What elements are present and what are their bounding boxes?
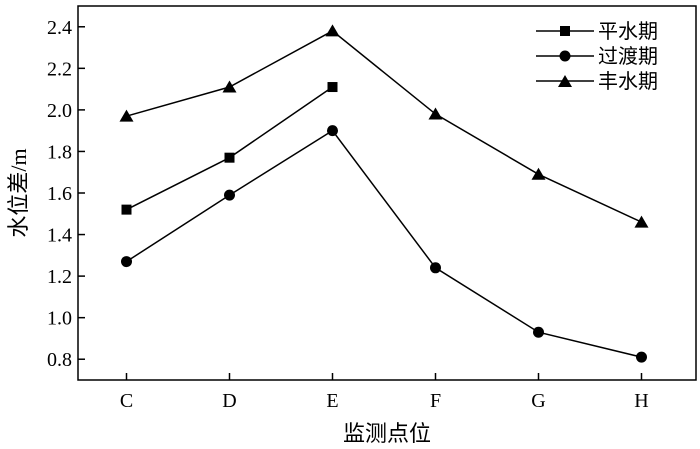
legend-marker-circle (559, 50, 571, 62)
legend: 平水期 过渡期 丰水期 (536, 20, 658, 93)
data-point-circle (327, 125, 338, 137)
x-axis-title: 监测点位 (343, 421, 431, 446)
data-point-square (121, 204, 132, 215)
data-point-circle (636, 351, 647, 363)
series-1 (121, 82, 338, 215)
data-point-circle (121, 256, 132, 268)
x-tick-label: E (326, 390, 338, 412)
data-point-square (327, 82, 338, 93)
y-axis: 0.8 1.0 1.2 1.4 1.6 1.8 2.0 2.2 2.4 (47, 17, 85, 371)
x-tick-label: G (531, 390, 545, 412)
data-point-triangle (531, 167, 546, 180)
series-3 (119, 24, 649, 228)
y-axis-title: 水位差/m (6, 148, 31, 237)
y-tick-label: 2.2 (47, 58, 72, 80)
series-line (126, 30, 642, 223)
x-tick-label: H (634, 390, 648, 412)
y-tick-label: 1.4 (47, 225, 72, 247)
data-point-circle (430, 262, 441, 274)
legend-marker-triangle (558, 75, 572, 87)
data-point-circle (224, 189, 235, 201)
series-layer (119, 24, 649, 363)
data-point-triangle (634, 215, 649, 228)
y-tick-label: 1.2 (47, 266, 72, 288)
series-line (126, 129, 642, 358)
y-tick-label: 0.8 (47, 349, 72, 371)
y-tick-label: 2.0 (47, 100, 72, 122)
x-axis: C D E F G H (120, 373, 649, 412)
y-tick-label: 1.8 (47, 141, 72, 163)
data-point-circle (533, 326, 544, 338)
data-point-triangle (119, 109, 134, 122)
y-tick-label: 1.6 (47, 183, 72, 205)
legend-marker-square (560, 26, 570, 36)
data-point-triangle (428, 107, 443, 120)
y-tick-label: 1.0 (47, 308, 72, 330)
x-tick-label: D (222, 390, 236, 412)
y-tick-label: 2.4 (47, 17, 72, 39)
data-point-triangle (222, 80, 237, 93)
legend-label-series-3: 丰水期 (598, 70, 658, 93)
data-point-triangle (325, 24, 340, 37)
legend-label-series-1: 平水期 (598, 20, 658, 43)
series-2 (121, 125, 647, 363)
legend-label-series-2: 过渡期 (598, 45, 658, 68)
x-tick-label: F (430, 390, 441, 412)
data-point-square (224, 152, 235, 163)
x-tick-label: C (120, 390, 133, 412)
